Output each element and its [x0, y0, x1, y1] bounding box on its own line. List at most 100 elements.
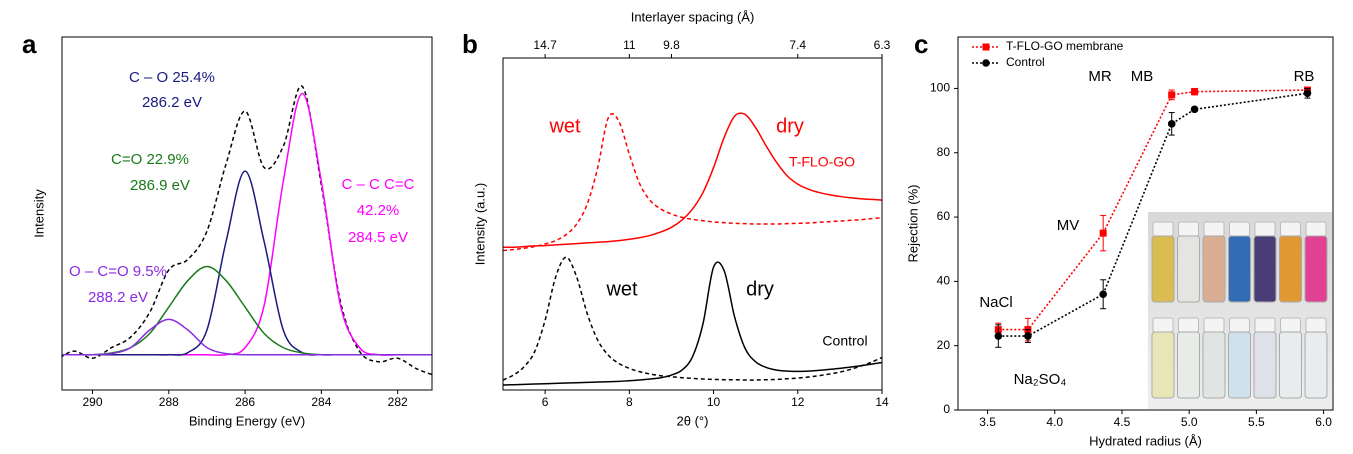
- data-line: [62, 318, 432, 356]
- vial-cap: [1178, 317, 1199, 333]
- annotation: NaCl: [979, 294, 1012, 311]
- point: [1024, 332, 1032, 340]
- annotation: 288.2 eV: [88, 289, 148, 306]
- vial-body: [1177, 235, 1200, 303]
- annotation: MV: [1057, 217, 1080, 234]
- data-line: [503, 261, 882, 386]
- x-tick-label: 14: [875, 395, 889, 409]
- x-tick-label: 12: [791, 395, 805, 409]
- vial-cap: [1305, 221, 1327, 237]
- x-tick-label: 4.5: [1114, 415, 1131, 429]
- annotation: C – O 25.4%: [129, 69, 215, 86]
- legend-label: T-FLO-GO membrane: [1006, 39, 1124, 53]
- panel-label: c: [914, 29, 928, 59]
- annotation: 286.2 eV: [142, 94, 202, 111]
- x-tick-label: 282: [388, 395, 408, 409]
- vial-body: [1279, 235, 1302, 303]
- y-tick-label: 60: [937, 209, 951, 223]
- annotation: 284.5 eV: [348, 229, 408, 246]
- point: [1099, 229, 1107, 237]
- point: [1303, 89, 1312, 98]
- annotation: C – C C=C: [342, 176, 415, 193]
- data-line: [503, 256, 882, 381]
- annotation: Control: [822, 333, 867, 349]
- point: [994, 332, 1003, 340]
- y-tick-label: 40: [937, 274, 951, 288]
- data-line: [503, 112, 882, 249]
- y-tick-label: 0: [943, 402, 950, 416]
- photo-inset: [1148, 212, 1332, 409]
- vial-body: [1151, 331, 1175, 399]
- point: [1191, 88, 1199, 96]
- vial-body: [1228, 235, 1251, 303]
- point: [1190, 105, 1199, 114]
- annotation: wet: [548, 115, 581, 137]
- y-axis-label: Intensity (a.u.): [472, 183, 487, 265]
- x-tick-label: 8: [626, 395, 633, 409]
- x2-axis-label: Interlayer spacing (Å): [631, 9, 755, 24]
- legend-entry: T-FLO-GO membrane: [972, 39, 1124, 53]
- vial-body: [1228, 331, 1251, 399]
- data-line: [62, 85, 432, 376]
- annotation: 42.2%: [357, 202, 400, 219]
- panel-label: a: [22, 29, 37, 59]
- plot-area: [503, 112, 882, 386]
- legend-marker: [982, 43, 990, 51]
- x-tick-label: 284: [311, 395, 331, 409]
- x-axis-label: 2θ (°): [677, 413, 709, 428]
- y-axis-label: Rejection (%): [905, 184, 920, 262]
- plot-area: [62, 85, 432, 376]
- vial-cap: [1152, 221, 1174, 237]
- vial-cap: [1152, 317, 1174, 333]
- x2-tick-label: 9.8: [663, 38, 680, 52]
- x-tick-label: 10: [707, 395, 721, 409]
- data-line: [503, 113, 882, 252]
- x-tick-label: 288: [159, 395, 179, 409]
- x-tick-label: 286: [235, 395, 255, 409]
- vial-cap: [1305, 317, 1327, 333]
- x-tick-label: 3.5: [979, 415, 996, 429]
- data-line: [998, 92, 1308, 337]
- annotation: 286.9 eV: [130, 177, 190, 194]
- vial-body: [1151, 235, 1175, 303]
- vial-body: [1304, 331, 1328, 399]
- annotation: T-FLO-GO: [789, 154, 855, 170]
- vial-cap: [1280, 317, 1301, 333]
- x-tick-label: 290: [82, 395, 102, 409]
- x-tick-label: 6: [542, 395, 549, 409]
- x2-tick-label: 7.4: [789, 38, 806, 52]
- plot-frame: [61, 36, 433, 391]
- vial-body: [1202, 235, 1226, 303]
- plot-area: [994, 86, 1312, 348]
- x2-tick-label: 6.3: [874, 38, 891, 52]
- data-line: [62, 92, 432, 356]
- point: [1099, 290, 1107, 299]
- legend-label: Control: [1006, 55, 1045, 69]
- x-tick-label: 4.0: [1046, 415, 1063, 429]
- plot-frame: [957, 36, 1334, 411]
- annotation: dry: [776, 115, 804, 137]
- vial-cap: [1254, 221, 1276, 237]
- plot-frame: [502, 57, 883, 391]
- vial-cap: [1229, 317, 1250, 333]
- annotation: MR: [1088, 68, 1111, 85]
- y-axis-label: Intensity: [31, 189, 46, 238]
- vial-cap: [1178, 221, 1199, 237]
- y-tick-label: 100: [930, 81, 950, 95]
- x-axis-label: Binding Energy (eV): [189, 413, 305, 428]
- vial-body: [1253, 331, 1277, 399]
- vial-body: [1202, 331, 1226, 399]
- y-tick-label: 20: [937, 338, 951, 352]
- point: [1167, 120, 1176, 128]
- annotation: dry: [746, 278, 774, 300]
- annotation: C=O 22.9%: [111, 151, 189, 168]
- annotation: Na₂SO₄: [1014, 371, 1067, 388]
- vial-body: [1279, 331, 1302, 399]
- legend-marker: [982, 59, 990, 67]
- vial-body: [1304, 235, 1328, 303]
- annotation: wet: [605, 278, 638, 300]
- panel-label: b: [462, 29, 478, 59]
- x-axis-label: Hydrated radius (Å): [1089, 433, 1202, 448]
